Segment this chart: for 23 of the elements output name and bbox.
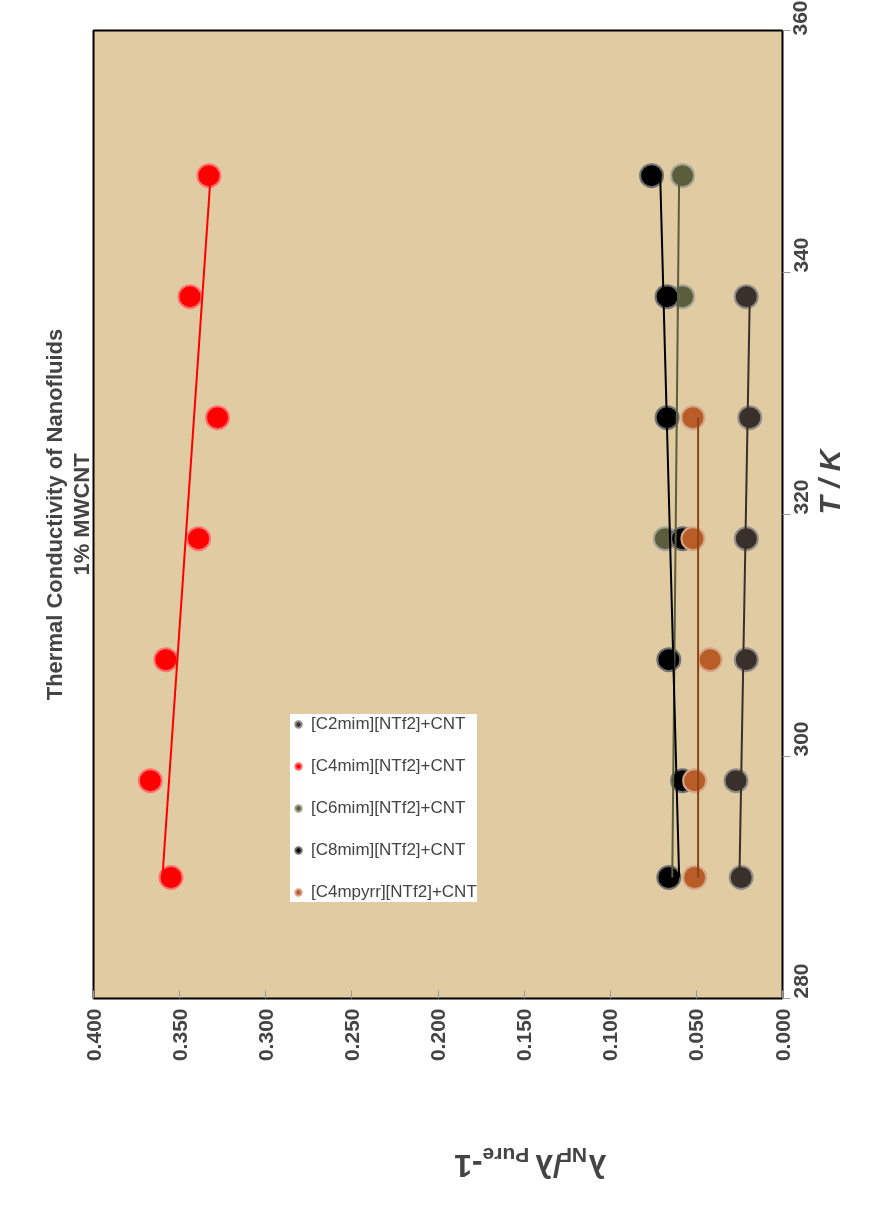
- legend-label: [C6mim][NTf2]+CNT: [311, 798, 466, 818]
- y-tick-label: 360: [788, 0, 812, 36]
- legend-label: [C4mim][NTf2]+CNT: [311, 756, 466, 776]
- y-tick-label: 300: [788, 721, 812, 757]
- x-tick-label: 0.200: [426, 1008, 449, 1062]
- y-tick-label: 280: [788, 963, 812, 999]
- y-axis-title: T / K: [813, 447, 846, 515]
- x-tick-label: 0.300: [253, 1008, 277, 1062]
- x-tick-label: 0.100: [598, 1008, 622, 1062]
- text: 1% MWCNT: [68, 452, 94, 576]
- y-tick-label: 340: [788, 237, 812, 273]
- x-tick-label: 0.250: [339, 1008, 363, 1062]
- legend-label: [C2mim][NTf2]+CNT: [311, 714, 466, 734]
- x-axis-title: λNF/λPure-1: [454, 1144, 607, 1184]
- x-tick-label: 0.050: [684, 1008, 708, 1062]
- x-tick-label: 0.150: [512, 1008, 536, 1062]
- x-tick-label: 0.400: [81, 1008, 105, 1062]
- x-tick-label: 0.350: [167, 1008, 191, 1062]
- x-tick-label: 0.000: [770, 1008, 794, 1062]
- y-tick-label: 320: [788, 479, 812, 515]
- text: Thermal Conductivity of Nanofluids: [41, 328, 67, 701]
- legend-label: [C4mpyrr][NTf2]+CNT: [311, 882, 477, 902]
- legend-label: [C8mim][NTf2]+CNT: [311, 840, 466, 860]
